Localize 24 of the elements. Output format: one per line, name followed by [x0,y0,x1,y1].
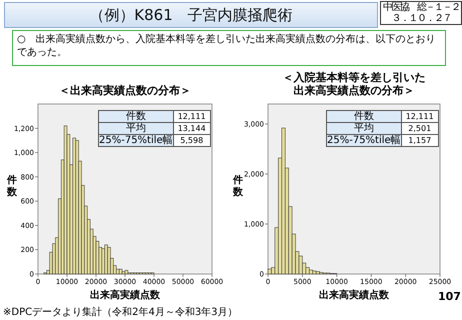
text: 件数 [232,174,244,198]
y-axis-title: 件数 [98,110,174,122]
text: ※DPCデータより集計（令和2年4月～令和3年3月） [3,306,238,319]
annotation: 25%-75%tile幅 [98,134,174,146]
annotation: 12,111 [173,110,210,122]
annotation: 2,501 [401,122,438,134]
text: 107 [438,290,461,303]
annotation: 1,157 [401,134,438,146]
text: ○ 出来高実績点数から、入院基本料等を差し引いた出来高実績点数の分布は、以下のとおりであった。 [12,30,446,66]
annotation: 12,111 [401,110,438,122]
annotation: 25%-75%tile幅 [326,134,402,146]
annotation: 13,144 [173,122,210,134]
x-axis-title: 出来高実績点数 [90,289,161,301]
y-axis-title: 件数 [326,110,402,122]
chart-title: ＜入院基本料等を差し引いた出来高実績点数の分布＞ [282,71,426,97]
text: 中医協 総－１－２ [382,2,460,13]
x-axis-title: 出来高実績点数 [319,289,390,301]
annotation: 平均 [98,122,174,134]
chart-title: ＜出来高実績点数の分布＞ [58,84,192,97]
text: （例）K861 子宮内膜掻爬術 [4,2,378,28]
text: 件数 [6,174,18,198]
text: ３．１０．２７ [390,13,452,24]
annotation: 平均 [326,122,402,134]
annotation: 5,598 [173,134,210,146]
